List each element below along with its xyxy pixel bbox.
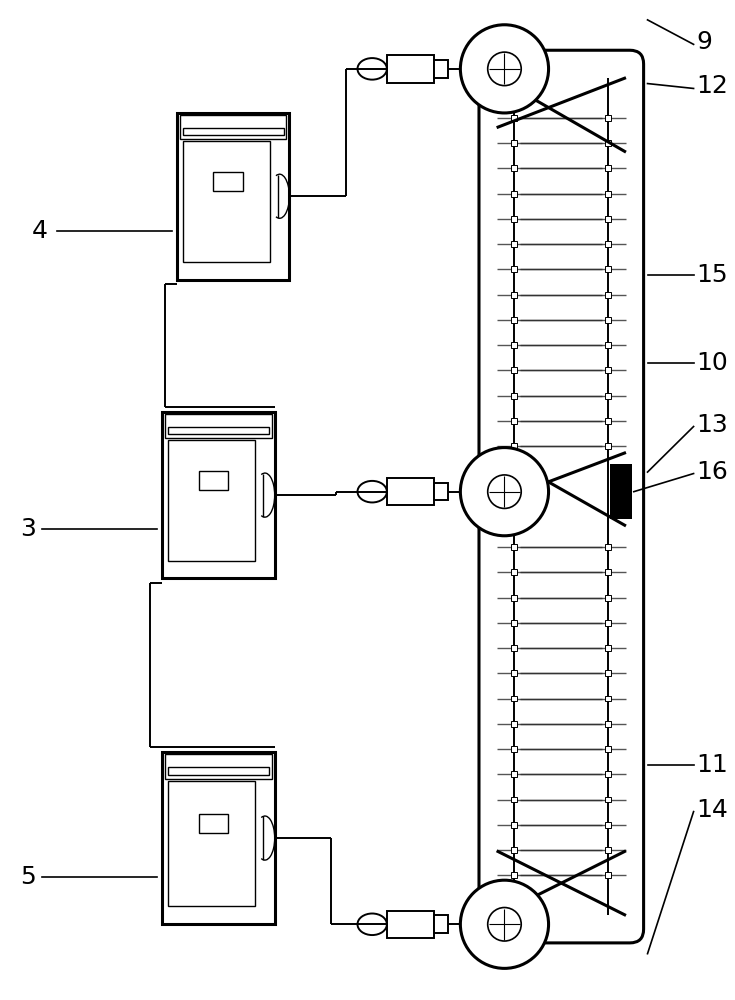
Bar xyxy=(606,317,612,323)
Bar xyxy=(512,670,517,676)
Bar xyxy=(512,797,517,802)
Bar xyxy=(512,771,517,777)
Bar xyxy=(512,393,517,399)
Circle shape xyxy=(460,880,548,968)
Bar xyxy=(198,814,228,833)
Bar xyxy=(434,915,448,933)
Bar xyxy=(512,191,517,197)
Bar xyxy=(606,393,612,399)
Bar xyxy=(512,544,517,550)
Bar xyxy=(512,292,517,298)
Circle shape xyxy=(460,25,548,113)
Text: 4: 4 xyxy=(32,219,49,243)
Bar xyxy=(512,216,517,222)
Bar xyxy=(606,771,612,777)
Bar xyxy=(606,165,612,171)
Bar xyxy=(512,872,517,878)
Bar xyxy=(213,172,243,191)
Bar xyxy=(606,847,612,853)
Text: 11: 11 xyxy=(697,753,728,777)
Bar xyxy=(165,414,272,438)
Bar xyxy=(512,847,517,853)
Text: 13: 13 xyxy=(697,413,728,437)
Text: 5: 5 xyxy=(21,865,36,889)
Bar xyxy=(606,645,612,651)
Bar xyxy=(512,317,517,323)
Bar xyxy=(606,620,612,626)
Bar xyxy=(512,418,517,424)
Bar xyxy=(162,412,275,578)
Bar xyxy=(387,55,434,83)
FancyBboxPatch shape xyxy=(479,50,644,943)
Text: 15: 15 xyxy=(697,263,728,287)
Bar xyxy=(606,872,612,878)
Bar xyxy=(606,443,612,449)
Bar xyxy=(610,464,632,519)
Ellipse shape xyxy=(357,58,387,80)
Bar xyxy=(606,292,612,298)
Bar xyxy=(606,216,612,222)
Bar xyxy=(606,595,612,601)
Bar xyxy=(387,478,434,505)
Circle shape xyxy=(488,52,521,86)
Circle shape xyxy=(488,908,521,941)
Bar xyxy=(179,115,287,139)
Bar xyxy=(512,266,517,272)
Bar xyxy=(165,754,272,779)
Bar xyxy=(168,781,255,906)
Bar xyxy=(434,60,448,78)
Bar xyxy=(606,191,612,197)
Bar xyxy=(512,140,517,146)
Bar xyxy=(168,440,255,561)
Text: 16: 16 xyxy=(697,460,728,484)
Bar xyxy=(512,746,517,752)
Bar xyxy=(606,115,612,121)
Bar xyxy=(512,569,517,575)
Bar xyxy=(512,822,517,828)
Bar xyxy=(512,721,517,727)
Bar xyxy=(512,620,517,626)
Bar xyxy=(606,696,612,701)
Text: 9: 9 xyxy=(697,30,712,54)
Text: 14: 14 xyxy=(697,798,728,822)
Bar xyxy=(387,911,434,938)
Bar xyxy=(606,746,612,752)
Bar xyxy=(512,367,517,373)
Bar xyxy=(606,342,612,348)
Text: 12: 12 xyxy=(697,74,728,98)
Bar xyxy=(606,418,612,424)
Bar xyxy=(606,822,612,828)
Bar xyxy=(162,752,275,924)
Bar xyxy=(182,141,270,262)
Text: 10: 10 xyxy=(697,351,728,375)
Ellipse shape xyxy=(357,481,387,502)
Bar xyxy=(176,113,290,280)
Bar xyxy=(512,115,517,121)
Bar xyxy=(198,471,228,490)
Bar xyxy=(606,797,612,802)
Bar xyxy=(434,483,448,500)
Bar xyxy=(512,696,517,701)
Text: 3: 3 xyxy=(21,517,36,541)
Bar xyxy=(606,544,612,550)
Bar xyxy=(606,140,612,146)
Bar xyxy=(606,670,612,676)
Bar xyxy=(182,128,284,135)
Bar xyxy=(606,367,612,373)
Bar xyxy=(606,721,612,727)
Bar xyxy=(512,595,517,601)
Circle shape xyxy=(488,475,521,508)
Bar xyxy=(512,342,517,348)
Bar xyxy=(168,427,269,434)
Bar xyxy=(512,165,517,171)
Circle shape xyxy=(460,448,548,536)
Bar xyxy=(512,443,517,449)
Bar xyxy=(606,569,612,575)
Bar xyxy=(512,645,517,651)
Bar xyxy=(606,266,612,272)
Bar xyxy=(512,241,517,247)
Bar xyxy=(168,767,269,775)
Ellipse shape xyxy=(357,914,387,935)
Bar xyxy=(606,241,612,247)
